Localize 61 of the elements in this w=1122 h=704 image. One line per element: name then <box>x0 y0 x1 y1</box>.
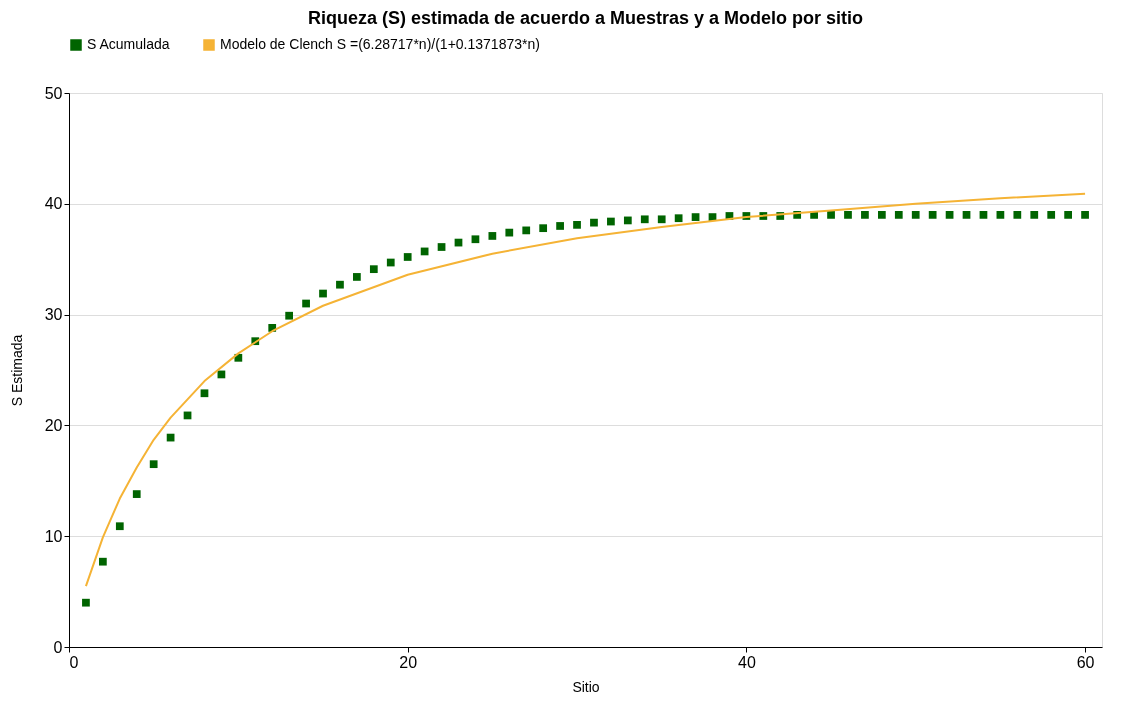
point <box>877 211 886 219</box>
point <box>539 224 548 233</box>
point <box>945 211 954 219</box>
point <box>115 522 124 531</box>
point <box>573 220 581 229</box>
point <box>386 258 395 267</box>
point <box>302 299 310 308</box>
point <box>996 211 1005 219</box>
point <box>911 211 920 219</box>
point <box>827 211 835 219</box>
point <box>1047 211 1056 219</box>
chart-title: Riqueza (S) estimada de acuerdo a Muestras y a Modelo por sitio <box>307 8 864 28</box>
point <box>607 217 615 226</box>
x-tick-label: 40 <box>737 653 756 671</box>
point <box>319 289 327 298</box>
point <box>132 490 141 498</box>
point <box>861 211 869 219</box>
point <box>979 211 988 219</box>
point <box>623 216 632 225</box>
point <box>336 280 344 289</box>
point <box>149 460 158 469</box>
point <box>894 211 903 219</box>
point <box>657 215 666 224</box>
point <box>674 214 683 223</box>
x-tick-label: 60 <box>1076 653 1095 671</box>
x-tick-label: 20 <box>399 653 418 671</box>
point <box>928 211 937 219</box>
y-tick-label: 0 <box>53 638 63 656</box>
point <box>369 265 378 274</box>
point <box>640 215 649 224</box>
point <box>691 213 700 221</box>
point <box>844 211 852 219</box>
point <box>285 311 294 320</box>
y-tick-label: 20 <box>44 416 63 434</box>
legend-label: Modelo de Clench S =(6.28717*n)/(1+0.1371873*n) <box>220 36 540 52</box>
point <box>488 232 497 240</box>
point <box>522 226 531 235</box>
point <box>1030 211 1039 219</box>
y-tick-label: 30 <box>44 306 63 324</box>
point <box>962 211 971 219</box>
point <box>590 218 598 227</box>
y-tick-label: 40 <box>44 195 63 213</box>
legend-label: S Acumulada <box>87 36 170 52</box>
x-tick-label: 0 <box>69 653 79 671</box>
point <box>1081 211 1089 219</box>
point <box>1064 211 1072 219</box>
y-tick-label: 10 <box>44 527 63 545</box>
point <box>353 273 361 281</box>
point <box>200 389 209 398</box>
point <box>471 235 480 244</box>
point <box>99 557 107 566</box>
y-axis-title: S Estimada <box>8 334 25 407</box>
x-axis-title: Sitio <box>572 678 600 695</box>
point <box>437 243 446 251</box>
point <box>82 598 90 607</box>
point <box>556 222 564 230</box>
point <box>403 253 412 261</box>
point <box>1013 211 1022 219</box>
point <box>505 228 514 237</box>
y-tick-label: 50 <box>44 84 63 102</box>
line-series <box>84 192 1087 588</box>
